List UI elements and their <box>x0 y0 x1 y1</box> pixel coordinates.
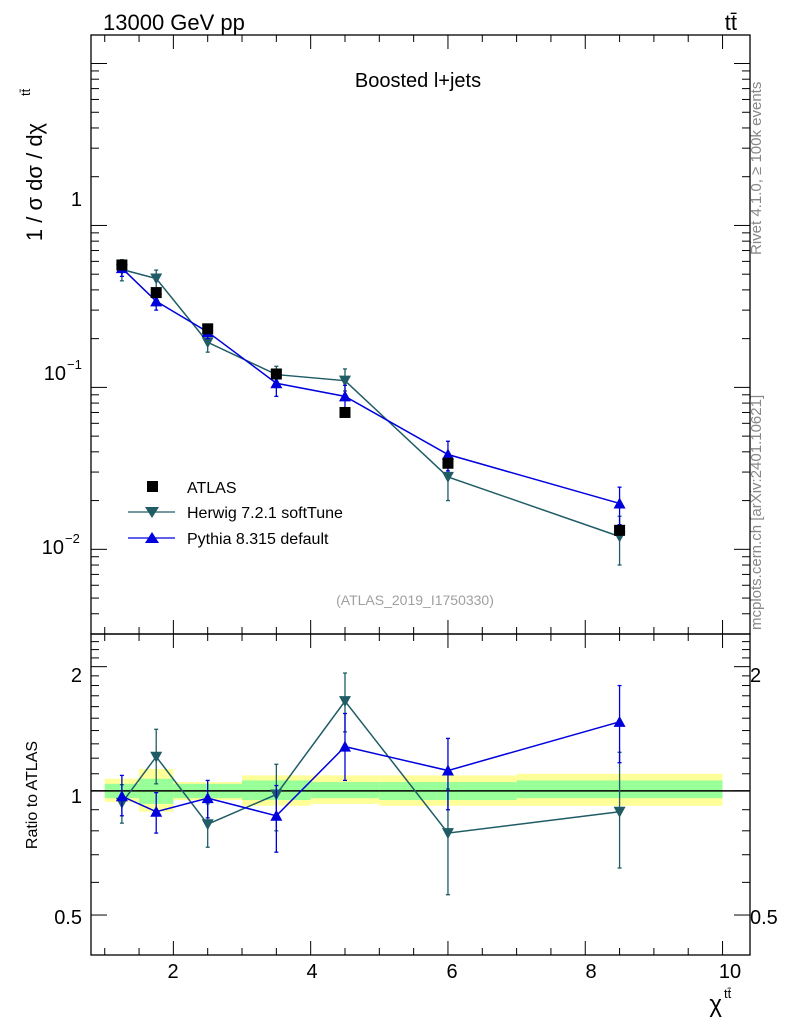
xtick-2: 2 <box>167 961 178 983</box>
pythia-ratio-point <box>115 790 128 802</box>
herwig-ratio-point <box>338 696 351 708</box>
plot-title: Boosted l+jets <box>355 70 481 92</box>
xtick-10: 10 <box>719 961 741 983</box>
pythia-ratio-point <box>201 792 214 804</box>
energy-label: 13000 GeV pp <box>103 10 245 35</box>
process-label: tt̄ <box>725 10 737 35</box>
pythia-point <box>270 377 283 389</box>
main-ylabel: 1 / σ dσ / dχ tt̄ <box>18 88 47 241</box>
atlas-point <box>614 524 626 536</box>
xtick-4: 4 <box>306 961 317 983</box>
herwig-point <box>150 273 163 285</box>
pythia-point <box>150 295 163 307</box>
legend-atlas-marker <box>147 481 158 492</box>
herwig-ratio-point <box>613 806 626 818</box>
xlabel: χ <box>709 991 722 1018</box>
ratio-ytick-05-left: 0.5 <box>54 907 82 929</box>
rivet-label: Rivet 4.1.0, ≥ 100k events <box>748 82 765 255</box>
pythia-point <box>441 448 454 460</box>
atlas-point <box>150 287 162 299</box>
main-ytick-1: 1 <box>71 189 82 211</box>
legend: ATLAS Herwig 7.2.1 softTune Pythia 8.315… <box>128 480 343 548</box>
pythia-line <box>121 267 620 505</box>
main-ylabel-sup: tt̄ <box>18 88 33 96</box>
legend-herwig-marker <box>145 507 159 518</box>
atlas-point <box>116 259 128 271</box>
ratio-ytick-05-right: 0.5 <box>750 907 778 929</box>
main-ytick-01: 10 <box>44 363 66 385</box>
ratio-ytick-2-right: 2 <box>750 665 761 687</box>
legend-pythia-marker <box>145 532 159 543</box>
pythia-ratio-point <box>270 809 283 821</box>
pythia-ratio-point <box>441 764 454 776</box>
herwig-ratio-point <box>201 819 214 831</box>
herwig-point <box>441 471 454 483</box>
main-ytick-01-exp: −1 <box>67 357 82 372</box>
ratio-ytick-2-left: 2 <box>71 665 82 687</box>
analysis-id: (ATLAS_2019_I1750330) <box>336 592 494 608</box>
pythia-ratio-point <box>338 740 351 752</box>
legend-pythia-label: Pythia 8.315 default <box>187 531 329 548</box>
atlas-point <box>339 406 351 418</box>
pythia-ratio-point <box>613 715 626 727</box>
pythia-point <box>338 390 351 402</box>
xtick-6: 6 <box>446 961 457 983</box>
herwig-ratio-point <box>441 828 454 840</box>
ratio-ylabel: Ratio to ATLAS <box>24 741 41 849</box>
legend-atlas-label: ATLAS <box>187 480 237 497</box>
plot-layer <box>90 34 751 956</box>
herwig-point <box>201 337 214 349</box>
atlas-point <box>270 368 282 380</box>
ratio-frame <box>90 633 751 956</box>
main-ylabel-text: 1 / σ dσ / dχ <box>22 122 47 241</box>
legend-herwig-label: Herwig 7.2.1 softTune <box>187 505 343 522</box>
atlas-point <box>202 323 214 335</box>
herwig-ratio-point <box>150 751 163 763</box>
herwig-ratio-line <box>121 699 620 834</box>
mcplots-label: mcplots.cern.ch [arXiv:2401.10621] <box>748 395 765 630</box>
ratio-ytick-1-left: 1 <box>71 786 82 808</box>
xlabel-sup: tt̄ <box>724 986 732 1001</box>
pythia-ratio-point <box>150 805 163 817</box>
atlas-point <box>442 457 454 469</box>
main-ytick-001-exp: −2 <box>65 531 80 546</box>
main-ytick-001: 10 <box>42 537 64 559</box>
xtick-8: 8 <box>585 961 596 983</box>
pythia-point <box>613 497 626 509</box>
herwig-point <box>338 375 351 387</box>
